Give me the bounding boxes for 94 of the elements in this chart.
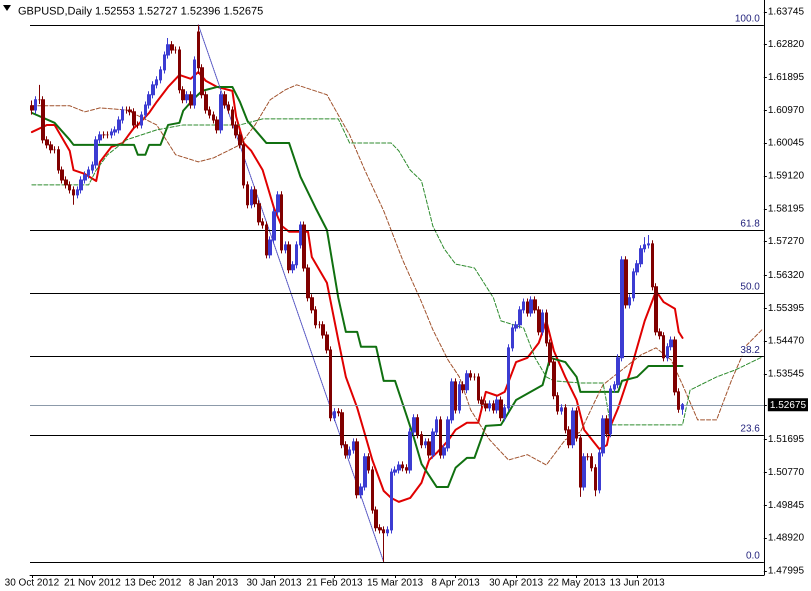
candlestick	[219, 90, 223, 134]
candlestick	[280, 190, 283, 254]
candlestick	[215, 116, 219, 134]
candlestick	[94, 136, 98, 170]
candlestick	[582, 452, 586, 492]
y-tick-label: 1.58195	[768, 203, 804, 214]
annotation: 61.8	[740, 218, 760, 230]
annotation: 100.0	[734, 13, 760, 24]
candlestick	[102, 130, 106, 139]
x-tick-label: 13 Jun 2013	[610, 578, 666, 588]
candlestick	[132, 108, 136, 129]
candlestick	[390, 468, 393, 534]
candlestick	[352, 438, 355, 454]
annotation: 0.0	[746, 550, 760, 562]
candlestick	[401, 460, 404, 472]
candlestick	[287, 240, 291, 274]
y-tick-label: 1.51695	[768, 434, 804, 446]
candlestick	[125, 106, 128, 114]
annotation: 23.6	[740, 424, 760, 435]
x-tick-label: 8 Jan 2013	[188, 578, 239, 588]
annotation: 50.0	[740, 282, 760, 293]
line-series	[31, 118, 762, 426]
candlestick	[492, 400, 495, 414]
y-tick-label: 1.60970	[768, 104, 804, 116]
candlestick	[458, 380, 461, 414]
candlestick	[30, 100, 34, 116]
x-tick-label: 30 Oct 2012	[4, 578, 60, 588]
y-tick-label: 1.59120	[768, 170, 804, 182]
candlestick	[529, 296, 533, 318]
candlestick	[424, 438, 427, 449]
candlestick	[541, 309, 544, 336]
y-tick-label: 1.56320	[768, 270, 804, 281]
candlestick	[624, 256, 628, 309]
x-tick-label: 30 Jan 2013	[246, 578, 302, 588]
candlestick	[106, 130, 109, 139]
x-tick-label: 15 Mar 2013	[366, 578, 424, 588]
candlestick	[185, 90, 189, 104]
candlestick	[189, 90, 193, 110]
y-tick-label: 1.54470	[768, 336, 804, 347]
candlestick	[265, 220, 268, 259]
y-tick-label: 1.48920	[768, 532, 804, 544]
candlestick	[34, 96, 37, 114]
y-tick-label: 1.47995	[768, 565, 804, 576]
candlestick	[454, 378, 457, 414]
candlestick	[284, 240, 287, 254]
y-tick-label: 1.55395	[768, 302, 804, 314]
x-tick-label: 21 Feb 2013	[306, 578, 364, 588]
candlestick	[333, 408, 336, 422]
annotation: 38.2	[740, 345, 760, 356]
candlestick	[469, 370, 472, 381]
candlestick	[662, 332, 665, 362]
candlestick	[170, 40, 174, 54]
candlestick	[461, 380, 465, 394]
x-tick-label: 13 Dec 2012	[124, 578, 182, 588]
text: GBPUSD,Daily 1.52553 1.52727 1.52396 1.52675	[18, 6, 264, 18]
candlestick	[477, 372, 480, 404]
candlestick	[499, 396, 503, 422]
candlestick	[110, 128, 113, 139]
x-tick-label: 21 Nov 2012	[64, 578, 122, 588]
candlestick	[405, 464, 408, 474]
candlestick	[397, 460, 401, 474]
candlestick	[49, 140, 53, 154]
candlestick	[571, 406, 575, 449]
candlestick	[605, 414, 609, 438]
x-tick-label: 8 Apr 2013	[431, 578, 480, 588]
y-tick-label: 1.50770	[768, 466, 804, 478]
candlestick	[465, 370, 469, 394]
y-tick-label: 1.57270	[768, 236, 804, 248]
y-tick-label: 1.61895	[768, 72, 804, 84]
x-tick-label: 30 Apr 2013	[489, 578, 544, 588]
candlestick	[526, 298, 529, 318]
candlestick	[355, 438, 359, 499]
candlestick	[250, 186, 253, 209]
y-tick-label: 1.53545	[768, 368, 804, 380]
candlestick	[488, 400, 491, 412]
candlestick	[439, 416, 442, 460]
y-tick-label: 1.60045	[768, 138, 804, 149]
y-tick-label: 1.52675	[770, 400, 806, 411]
candlestick	[484, 400, 488, 412]
candlestick	[495, 396, 499, 414]
x-tick-label: 22 May 2013	[548, 578, 606, 588]
candlestick	[382, 526, 385, 562]
candlestick	[647, 234, 650, 249]
candlestick	[609, 384, 612, 438]
candlestick	[681, 402, 684, 416]
candlestick	[72, 186, 75, 206]
candlestick	[560, 404, 563, 416]
y-tick-label: 1.63745	[768, 6, 804, 18]
candlestick	[193, 56, 196, 110]
candlestick	[223, 90, 227, 110]
candlestick	[87, 166, 90, 180]
y-tick-label: 1.49845	[768, 500, 804, 511]
y-tick-label: 1.62820	[768, 39, 804, 50]
candlestick	[427, 438, 431, 460]
